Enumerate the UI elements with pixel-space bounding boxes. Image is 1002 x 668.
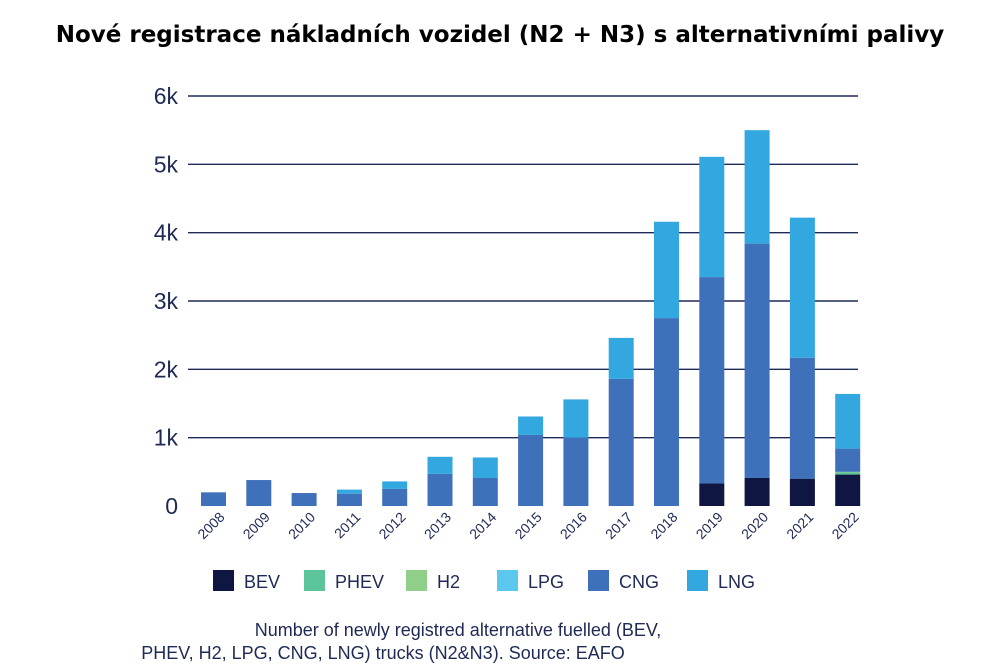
y-tick-label: 0 <box>165 493 178 519</box>
x-tick-label: 2016 <box>557 509 590 542</box>
legend-swatch-cng <box>588 570 609 591</box>
legend-swatch-lpg <box>497 570 518 591</box>
y-tick-label: 3k <box>154 288 179 314</box>
bar-segment-cng <box>789 357 815 479</box>
x-axis-ticks: 2008 2009 2010 2011 2012 2013 2014 2015 2016 2017… <box>194 509 862 542</box>
legend-label-phev: PHEV <box>335 572 384 592</box>
y-axis-ticks: 0 1k 2k 3k 4k 5k 6k <box>154 83 179 519</box>
x-tick-label: 2008 <box>194 509 227 542</box>
x-tick-label: 2014 <box>466 509 499 542</box>
legend-label-cng: CNG <box>619 572 659 592</box>
y-tick-label: 4k <box>154 220 179 246</box>
bar-segment-lng <box>382 481 408 489</box>
bar-segment-lng <box>699 156 725 278</box>
bar-segment-lng <box>789 217 815 358</box>
bar-segment-bev <box>699 483 725 506</box>
x-tick-label: 2012 <box>375 509 408 542</box>
bar-segment-cng <box>744 243 770 478</box>
bar-segment-cng <box>336 493 362 506</box>
bar-segment-h2 <box>835 471 861 473</box>
bar-segment-bev <box>835 474 861 506</box>
bar-segment-lng <box>563 399 589 438</box>
bar-segment-cng <box>201 492 226 506</box>
legend-swatch-h2 <box>406 570 427 591</box>
bar-segment-lng <box>518 416 544 435</box>
caption: Number of newly registred alternative fu… <box>141 620 661 663</box>
caption-line-2: PHEV, H2, LPG, CNG, LNG) trucks (N2&N3).… <box>141 643 624 663</box>
legend-swatch-lng <box>687 570 708 591</box>
bar-segment-lng <box>427 456 453 474</box>
legend-swatch-phev <box>304 570 325 591</box>
bar-segment-cng <box>291 493 317 506</box>
x-tick-label: 2018 <box>647 509 680 542</box>
bar-segment-lng <box>744 130 770 244</box>
bar-segment-cng <box>246 480 272 506</box>
caption-line-1: Number of newly registred alternative fu… <box>255 620 662 640</box>
x-tick-label: 2022 <box>828 509 861 542</box>
y-tick-label: 2k <box>154 356 179 382</box>
bar-segment-lng <box>835 393 861 449</box>
bar-segment-cng <box>835 448 861 472</box>
x-tick-label: 2009 <box>240 509 273 542</box>
x-tick-label: 2010 <box>285 509 318 542</box>
legend-label-lpg: LPG <box>528 572 564 592</box>
bar-segment-cng <box>563 437 589 506</box>
bar-segment-bev <box>744 477 770 506</box>
legend-label-bev: BEV <box>244 572 280 592</box>
bar-segment-cng <box>472 477 498 506</box>
legend-label-h2: H2 <box>437 572 460 592</box>
bar-segment-lng <box>336 489 362 494</box>
bars <box>201 130 861 506</box>
y-tick-label: 1k <box>154 425 179 451</box>
bar-segment-cng <box>518 434 544 506</box>
bar-segment-lng <box>472 457 498 478</box>
chart-title: Nové registrace nákladních vozidel (N2 +… <box>56 22 945 48</box>
y-tick-label: 6k <box>154 83 179 109</box>
x-tick-label: 2021 <box>783 509 816 542</box>
y-tick-label: 5k <box>154 151 179 177</box>
bar-segment-phev <box>835 472 861 475</box>
bar-segment-cng <box>427 473 453 506</box>
bar-segment-cng <box>699 277 725 484</box>
legend: BEV PHEV H2 LPG CNG LNG <box>213 570 755 592</box>
x-tick-label: 2015 <box>511 509 544 542</box>
legend-swatch-bev <box>213 570 234 591</box>
x-tick-label: 2019 <box>693 509 726 542</box>
bar-segment-cng <box>382 488 408 506</box>
x-tick-label: 2011 <box>331 509 364 542</box>
x-tick-label: 2020 <box>738 509 771 542</box>
bar-segment-bev <box>789 478 815 506</box>
x-tick-label: 2017 <box>602 509 635 542</box>
legend-label-lng: LNG <box>718 572 755 592</box>
bar-segment-cng <box>608 378 634 506</box>
bar-segment-cng <box>654 318 679 506</box>
bar-segment-lng <box>608 337 634 379</box>
bar-segment-lng <box>654 221 679 319</box>
x-tick-label: 2013 <box>421 509 454 542</box>
